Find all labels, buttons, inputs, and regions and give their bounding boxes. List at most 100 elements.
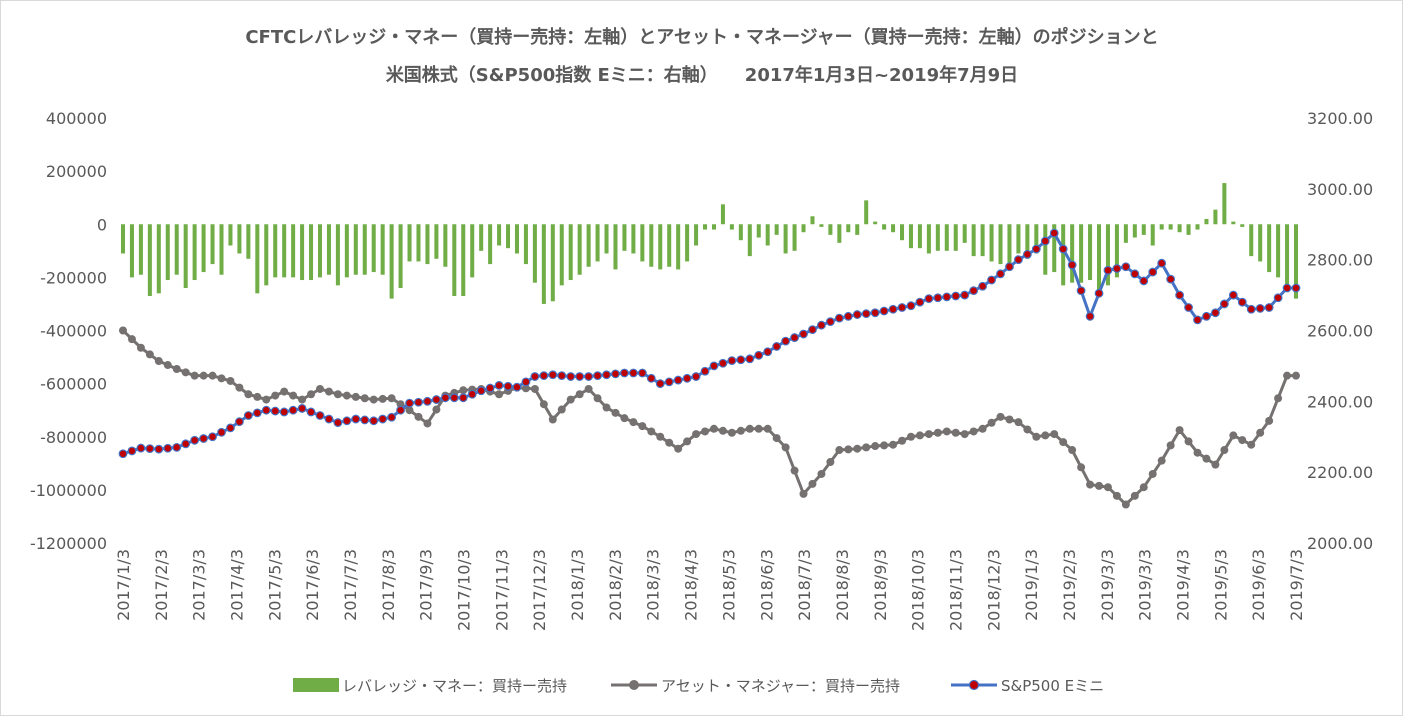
asset-point bbox=[1130, 491, 1139, 500]
asset-point bbox=[1023, 425, 1032, 434]
bar bbox=[291, 224, 296, 278]
asset-point bbox=[423, 419, 432, 428]
asset-point bbox=[262, 395, 271, 404]
asset-point bbox=[906, 432, 915, 441]
bar bbox=[756, 224, 761, 238]
sp500-point bbox=[664, 377, 674, 387]
x-tick-label: 2019/1/3 bbox=[1022, 549, 1041, 621]
bar bbox=[989, 224, 994, 262]
legend-swatch-bar bbox=[293, 678, 339, 692]
sp500-point bbox=[736, 355, 746, 365]
sp500-point bbox=[1103, 265, 1113, 275]
asset-point bbox=[754, 424, 763, 433]
asset-line-path bbox=[121, 329, 1296, 506]
bar bbox=[1114, 224, 1119, 278]
sp500-point bbox=[996, 269, 1005, 279]
sp500-point bbox=[870, 308, 880, 318]
asset-point bbox=[1077, 463, 1086, 472]
bar bbox=[129, 224, 134, 278]
bar bbox=[1293, 224, 1299, 299]
sp500-point bbox=[1291, 283, 1301, 293]
right-tick-label: 2000.00 bbox=[1307, 534, 1373, 553]
asset-point bbox=[1292, 371, 1300, 380]
bar bbox=[300, 224, 305, 281]
asset-point bbox=[799, 489, 808, 498]
right-tick-label: 2600.00 bbox=[1307, 322, 1373, 341]
asset-point bbox=[951, 428, 960, 437]
asset-point bbox=[1229, 431, 1238, 440]
x-tick-label: 2017/3/3 bbox=[190, 549, 209, 621]
sp500-point bbox=[1094, 288, 1104, 298]
sp500-point bbox=[181, 439, 191, 449]
sp500-point bbox=[1255, 303, 1265, 313]
sp500-point bbox=[252, 408, 262, 418]
asset-point bbox=[611, 408, 620, 417]
asset-point bbox=[1166, 441, 1175, 450]
sp500-point bbox=[485, 383, 495, 393]
sp500-point bbox=[1049, 228, 1059, 238]
sp500-point bbox=[861, 309, 871, 319]
sp500-point bbox=[709, 361, 719, 371]
bar-series-leveraged-money bbox=[120, 183, 1299, 304]
right-tick-label: 3000.00 bbox=[1307, 180, 1373, 199]
asset-point bbox=[647, 427, 656, 436]
asset-point bbox=[844, 445, 853, 454]
bar bbox=[541, 224, 546, 304]
sp500-point bbox=[593, 371, 602, 381]
bar bbox=[729, 224, 734, 230]
asset-point bbox=[154, 357, 163, 366]
left-tick-label: 0 bbox=[97, 215, 107, 234]
asset-point bbox=[1059, 438, 1068, 447]
bar bbox=[523, 224, 528, 265]
bar bbox=[998, 224, 1003, 265]
sp500-point bbox=[431, 395, 441, 404]
sp500-point bbox=[548, 370, 558, 380]
asset-point bbox=[1095, 481, 1104, 490]
asset-point bbox=[1247, 440, 1256, 449]
bar bbox=[926, 224, 931, 254]
sp500-point bbox=[987, 275, 996, 285]
x-tick-label: 2017/6/3 bbox=[303, 549, 322, 621]
sp500-point bbox=[879, 306, 889, 316]
sp500-point bbox=[243, 411, 253, 420]
asset-point bbox=[1005, 415, 1014, 424]
asset-point bbox=[880, 441, 889, 450]
sp500-point bbox=[808, 325, 817, 335]
sp500-point bbox=[1228, 290, 1238, 300]
asset-point bbox=[414, 412, 423, 421]
asset-point bbox=[915, 431, 924, 440]
asset-point bbox=[1193, 448, 1202, 457]
bar bbox=[309, 224, 314, 281]
bar bbox=[1061, 224, 1066, 286]
bar bbox=[138, 224, 143, 275]
sp500-point bbox=[575, 372, 585, 381]
bar bbox=[425, 224, 430, 265]
bar bbox=[667, 224, 672, 267]
sp500-point bbox=[458, 393, 468, 403]
left-tick-label: -400000 bbox=[40, 322, 107, 341]
asset-point bbox=[1202, 454, 1211, 463]
sp500-point bbox=[467, 389, 477, 399]
asset-point bbox=[674, 444, 683, 453]
sp500-point bbox=[951, 291, 961, 301]
bar bbox=[407, 224, 412, 262]
sp500-point bbox=[423, 396, 432, 406]
bar bbox=[1043, 224, 1048, 275]
sp500-point bbox=[297, 404, 307, 413]
asset-point bbox=[620, 414, 629, 423]
bar bbox=[828, 224, 833, 235]
asset-point bbox=[1112, 491, 1121, 500]
bar bbox=[470, 224, 475, 278]
asset-point bbox=[790, 466, 799, 475]
sp500-point bbox=[754, 350, 764, 360]
bar bbox=[156, 224, 161, 294]
x-tick-label: 2017/10/3 bbox=[455, 549, 474, 631]
sp500-point bbox=[1175, 290, 1184, 300]
sp500-point bbox=[834, 313, 844, 323]
asset-point bbox=[530, 384, 539, 393]
bar bbox=[219, 224, 224, 275]
bar bbox=[613, 224, 618, 270]
bar bbox=[1123, 224, 1128, 243]
x-tick-label: 2018/6/3 bbox=[757, 549, 776, 621]
